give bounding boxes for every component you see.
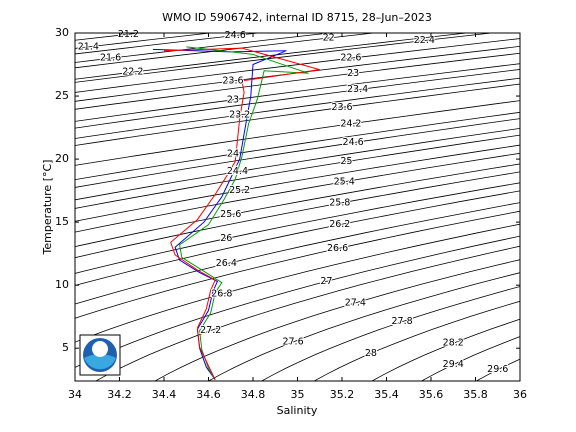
contour-label: 24 [227,149,239,160]
contour-label: 29.4 [443,359,464,370]
isopycnal [75,38,520,93]
y-tick-label: 25 [55,89,69,102]
contour-label: 26.8 [211,289,232,300]
x-tick-label: 34.4 [152,388,177,401]
x-tick-label: 35 [291,388,305,401]
x-axis-label: Salinity [277,404,318,417]
contour-label: 27.2 [200,325,221,336]
contour-label: 22.6 [340,53,361,64]
y-tick-label: 15 [55,215,69,228]
contour-label: 23 [347,68,359,79]
contour-label: 27.4 [345,297,366,308]
contour-label: 24.6 [225,30,246,41]
isopycnal [260,286,520,381]
isopycnal [75,190,520,286]
contour-label: 25.4 [334,176,355,187]
contour-label: 27.6 [282,336,303,347]
profile-line [152,48,287,380]
x-tick-label: 35.2 [330,388,355,401]
isopycnal [75,182,520,274]
contour-label: 27 [320,276,332,287]
contour-label: 21.6 [100,53,121,64]
contour-label: 23.6 [331,102,352,113]
x-tick-label: 35.6 [419,388,444,401]
isopycnal [75,52,520,110]
isopycnals [75,33,520,381]
x-tick-label: 34.8 [241,388,266,401]
contour-label: 24.2 [340,118,361,129]
isopycnal [75,69,520,129]
profile-line [163,47,320,380]
contour-label: 28.2 [443,338,464,349]
noaa-logo [79,334,121,376]
contour-label: 25.2 [229,185,250,196]
contour-label: 23.4 [347,84,368,95]
isopycnal [75,223,520,343]
isopycnal [95,245,520,381]
contour-label: 25.6 [220,209,241,220]
y-tick-label: 5 [62,341,69,354]
plot-area [75,33,520,381]
contour-label: 23 [227,94,239,105]
isopycnal [207,272,520,381]
contour-label: 26.2 [329,219,350,230]
contour-label: 23.2 [229,109,250,120]
y-tick-label: 10 [55,278,69,291]
isopycnal [75,63,520,122]
contour-label: 23.6 [222,75,243,86]
axes: 34 34.2 34.4 34.6 34.8 35 35.2 35.4 35.6 35.8 36 5 1… [55,26,527,401]
annotations: 21.2 21.421.622.2 22 22.4 22.6 23 23.4 23.6 24.2… [77,28,510,376]
isopycnal [313,300,520,381]
x-tick-label: 34.2 [107,388,132,401]
contour-label: 22.4 [414,35,435,46]
isopycnal [75,171,520,259]
isopycnal [75,134,520,209]
contour-label: 28 [365,348,377,359]
isopycnal [75,33,495,83]
isopycnal [75,152,520,233]
contour-label: 21.4 [78,41,99,52]
x-tick-label: 36 [513,388,527,401]
contour-label: 24.4 [227,166,248,177]
profile-line [179,46,309,380]
y-axis-label: Temperature [°C] [41,160,54,256]
y-tick-label: 20 [55,152,69,165]
contour-label: 24.6 [343,137,364,148]
contour-label: 26.6 [327,243,348,254]
contour-label: 22.2 [122,67,143,78]
contour-label: 21.2 [118,29,139,40]
x-tick-label: 34.6 [196,388,221,401]
chart-title: WMO ID 5906742, internal ID 8715, 28–Jun… [162,11,432,24]
isopycnal [154,259,520,381]
isopycnal [75,33,471,80]
profiles [152,46,320,380]
contour-label: 25.8 [329,198,350,209]
x-tick-label: 34 [68,388,82,401]
x-tick-label: 35.4 [374,388,399,401]
contour-label: 26 [220,233,232,244]
y-tick-label: 30 [55,26,69,39]
contour-label: 27.8 [391,316,412,327]
contour-label: 29.6 [487,364,508,375]
contour-label: 22 [323,33,335,44]
isopycnal [75,235,520,368]
isopycnal [371,318,520,381]
isopycnal [75,144,520,222]
contour-label: 25 [340,156,352,167]
x-tick-label: 35.8 [463,388,488,401]
isopycnal [75,163,520,248]
contour-label: 26.4 [216,258,237,269]
